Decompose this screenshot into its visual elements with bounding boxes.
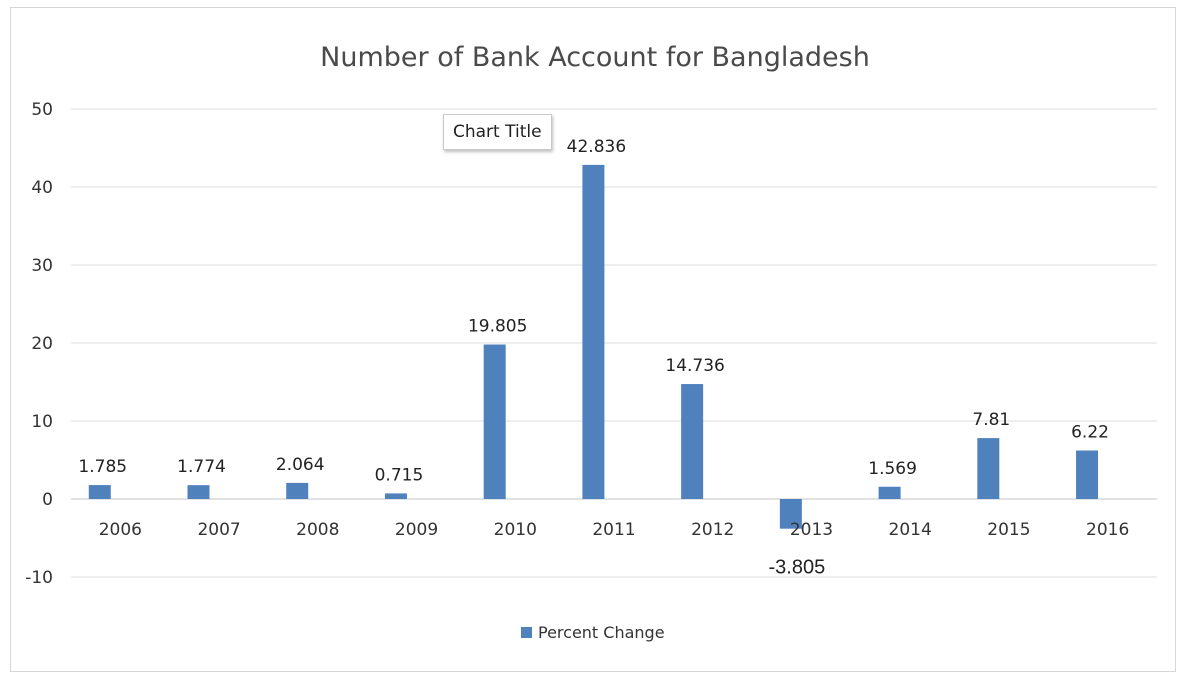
data-label: 19.805 [468,317,527,337]
legend-swatch [521,627,532,638]
y-tick-label: 0 [42,490,53,510]
legend[interactable]: Percent Change [521,623,665,642]
data-labels: 1.785 1.774 2.064 0.715 19.805 42.836 14.736 -3… [78,137,1109,579]
bar-2006[interactable] [88,485,111,499]
y-axis-ticks: -10 0 10 20 30 40 50 [25,100,53,588]
x-category-label: 2008 [296,520,339,540]
chart-svg: Number of Bank Account for Bangladesh -1… [25,42,1157,642]
data-label: 14.736 [665,356,724,376]
y-tick-label: 30 [31,256,53,276]
bar-2007[interactable] [187,485,210,499]
x-axis-categories: 2006 2007 2008 2009 2010 2011 2012 2013 2014 2015… [99,520,1130,540]
y-tick-label: 10 [31,412,53,432]
bar-2008[interactable] [286,482,309,499]
data-label: 1.774 [177,457,226,477]
bar-2011[interactable] [582,164,605,499]
x-category-label: 2006 [99,520,142,540]
x-category-label: 2011 [592,520,635,540]
bar-2010[interactable] [483,344,506,499]
x-category-label: 2013 [790,520,833,540]
chart-area[interactable]: Number of Bank Account for Bangladesh -1… [10,7,1176,672]
data-label: -3.805 [769,557,826,579]
y-tick-label: 40 [31,178,53,198]
bar-2012[interactable] [681,384,704,499]
x-category-label: 2010 [494,520,537,540]
x-category-label: 2016 [1086,520,1129,540]
bar-2014[interactable] [878,486,901,499]
chart-title[interactable]: Number of Bank Account for Bangladesh [320,42,870,73]
y-tick-label: 50 [31,100,53,120]
bar-series[interactable] [88,164,1099,529]
x-category-label: 2014 [889,520,932,540]
data-label: 1.785 [78,457,127,477]
bar-2009[interactable] [384,493,407,499]
x-category-label: 2015 [987,520,1030,540]
data-label: 42.836 [567,137,626,157]
x-category-label: 2012 [691,520,734,540]
chart-title-tooltip: Chart Title [443,114,552,150]
y-tick-label: 20 [31,334,53,354]
data-label: 0.715 [375,465,424,485]
legend-label: Percent Change [538,623,665,642]
x-category-label: 2009 [395,520,438,540]
x-category-label: 2007 [197,520,240,540]
gridlines [71,108,1157,578]
data-label: 1.569 [868,459,917,479]
data-label: 6.22 [1071,422,1109,442]
bar-2013[interactable] [779,499,802,529]
bar-2015[interactable] [977,438,1000,499]
y-tick-label: -10 [25,568,53,588]
data-label: 7.81 [972,410,1010,430]
bar-2016[interactable] [1076,450,1099,499]
data-label: 2.064 [276,455,325,475]
